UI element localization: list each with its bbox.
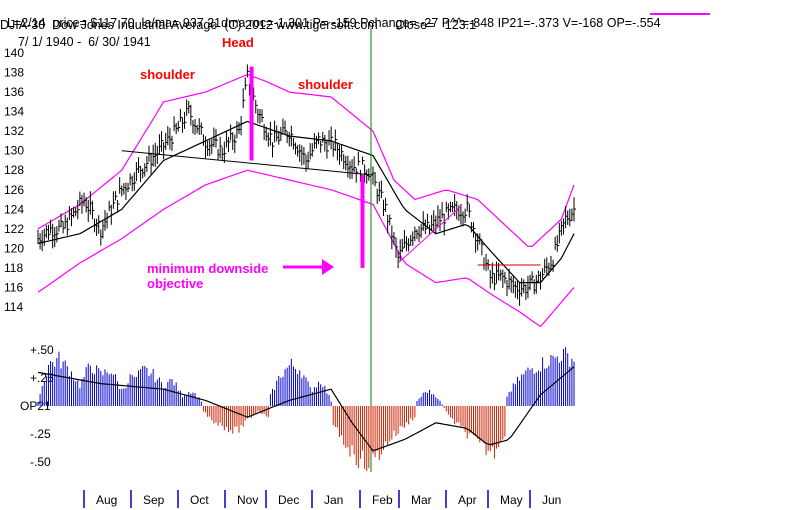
- price-tick-label: 136: [4, 85, 24, 99]
- lower-band-line: [37, 169, 575, 328]
- price-tick-label: 138: [4, 66, 24, 80]
- osc-tick-label: -.25: [30, 427, 51, 441]
- month-label: Aug: [96, 493, 117, 507]
- price-tick-label: 130: [4, 144, 24, 158]
- price-tick-label: 126: [4, 183, 24, 197]
- month-label: Sep: [143, 493, 165, 507]
- rising-support-line: [397, 206, 462, 264]
- month-label: Oct: [190, 493, 209, 507]
- month-label: Feb: [372, 493, 393, 507]
- month-label: May: [500, 493, 523, 507]
- date-range: 7/ 1/ 1940 - 6/ 30/ 1941: [18, 35, 151, 49]
- neckline: [121, 150, 374, 176]
- price-tick-label: 120: [4, 241, 24, 255]
- shoulder-left-label: shoulder: [140, 67, 195, 82]
- shoulder-right-label: shoulder: [298, 77, 353, 92]
- month-label: Nov: [237, 493, 258, 507]
- ma21-line: [37, 120, 575, 284]
- price-tick-label: 132: [4, 124, 24, 138]
- op-value: OP=-.554: [606, 16, 661, 30]
- osc-tick-label: +.50: [30, 343, 54, 357]
- price-tick-label: 140: [4, 46, 24, 60]
- price-tick-label: 118: [4, 261, 23, 275]
- price-panel: 140 138 136 134 132 130 128 126 124 122 120 118 116 1…: [4, 28, 576, 472]
- objective-label-2: objective: [147, 276, 204, 291]
- status-line: L=2/14 price= $117.70 la/ma=.937 21dma.r…: [6, 16, 607, 30]
- price-tick-label: 114: [4, 300, 23, 314]
- upper-band-line: [37, 73, 575, 247]
- price-tick-label: 128: [4, 163, 24, 177]
- objective-arrowhead: [322, 259, 334, 275]
- month-label: Apr: [458, 493, 477, 507]
- price-tick-label: 134: [4, 105, 24, 119]
- price-tick-label: 116: [4, 280, 23, 294]
- month-label: Dec: [278, 493, 299, 507]
- month-axis: Aug Sep Oct Nov Dec Jan Feb Mar Apr May Jun: [83, 490, 561, 508]
- chart-title: DJIA-30 Dow Jones Industrial Average (C)…: [0, 18, 477, 32]
- month-label: Mar: [411, 493, 432, 507]
- op21-ma-line: [37, 366, 575, 452]
- month-label: Jun: [542, 493, 561, 507]
- head-label: Head: [222, 35, 254, 50]
- price-tick-label: 122: [4, 222, 24, 236]
- osc-zero-label: OP21: [20, 399, 51, 413]
- month-label: Jan: [324, 493, 343, 507]
- osc-tick-label: -.50: [30, 455, 51, 469]
- objective-label-1: minimum downside: [147, 261, 269, 276]
- price-tick-label: 124: [4, 202, 24, 216]
